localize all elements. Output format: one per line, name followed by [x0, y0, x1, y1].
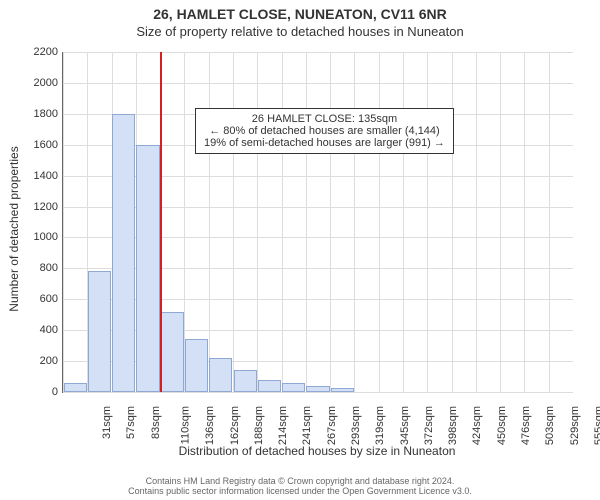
property-marker-line	[160, 52, 162, 392]
x-tick-label: 83sqm	[150, 406, 162, 439]
gridline-v	[63, 52, 64, 392]
y-tick-label: 200	[18, 355, 58, 367]
x-tick-label: 529sqm	[569, 406, 581, 445]
x-tick-label: 424sqm	[472, 406, 484, 445]
y-tick-label: 400	[18, 324, 58, 336]
y-tick-label: 2200	[18, 46, 58, 58]
x-tick-label: 57sqm	[125, 406, 137, 439]
annotation-box: 26 HAMLET CLOSE: 135sqm← 80% of detached…	[195, 108, 454, 154]
x-tick-label: 267sqm	[326, 406, 338, 445]
gridline-v	[282, 52, 283, 392]
histogram-bar	[306, 386, 329, 392]
gridline-v	[476, 52, 477, 392]
gridline-v	[209, 52, 210, 392]
histogram-bar	[258, 380, 281, 392]
footer-line-1: Contains HM Land Registry data © Crown c…	[0, 476, 600, 486]
x-tick-label: 319sqm	[374, 406, 386, 445]
x-tick-label: 555sqm	[593, 406, 600, 445]
histogram-bar	[331, 388, 354, 392]
gridline-v	[524, 52, 525, 392]
x-tick-label: 241sqm	[302, 406, 314, 445]
footer-attribution: Contains HM Land Registry data © Crown c…	[0, 476, 600, 496]
gridline-v	[403, 52, 404, 392]
y-tick-label: 1600	[18, 139, 58, 151]
histogram-bar	[64, 383, 87, 392]
histogram-bar	[185, 339, 208, 392]
histogram-bar	[161, 312, 184, 392]
plot-area: 26 HAMLET CLOSE: 135sqm← 80% of detached…	[62, 52, 573, 393]
x-tick-label: 136sqm	[204, 406, 216, 445]
histogram-bar	[88, 271, 111, 392]
x-tick-label: 188sqm	[253, 406, 265, 445]
gridline-h	[63, 83, 573, 84]
x-tick-label: 503sqm	[544, 406, 556, 445]
x-tick-label: 345sqm	[399, 406, 411, 445]
y-tick-label: 1200	[18, 201, 58, 213]
x-tick-label: 110sqm	[179, 406, 191, 444]
annotation-line: ← 80% of detached houses are smaller (4,…	[204, 125, 445, 137]
annotation-line: 19% of semi-detached houses are larger (…	[204, 137, 445, 149]
gridline-h	[63, 392, 573, 393]
x-tick-label: 293sqm	[350, 406, 362, 445]
histogram-bar	[209, 358, 232, 392]
gridline-v	[257, 52, 258, 392]
histogram-bar	[234, 370, 257, 392]
x-tick-label: 162sqm	[229, 406, 241, 445]
gridline-v	[330, 52, 331, 392]
x-tick-label: 450sqm	[496, 406, 508, 445]
gridline-v	[427, 52, 428, 392]
gridline-v	[354, 52, 355, 392]
gridline-v	[379, 52, 380, 392]
gridline-h	[63, 52, 573, 53]
histogram-bar	[112, 114, 135, 392]
gridline-v	[452, 52, 453, 392]
x-tick-label: 372sqm	[423, 406, 435, 445]
y-tick-label: 1400	[18, 170, 58, 182]
x-tick-label: 398sqm	[447, 406, 459, 445]
x-tick-label: 214sqm	[277, 406, 289, 445]
footer-line-2: Contains public sector information licen…	[0, 486, 600, 496]
y-tick-label: 800	[18, 262, 58, 274]
y-tick-label: 1800	[18, 108, 58, 120]
x-axis-title: Distribution of detached houses by size …	[62, 444, 572, 458]
chart-subtitle: Size of property relative to detached ho…	[0, 22, 600, 39]
gridline-v	[233, 52, 234, 392]
chart-title: 26, HAMLET CLOSE, NUNEATON, CV11 6NR	[0, 0, 600, 22]
y-tick-label: 600	[18, 293, 58, 305]
histogram-bar	[282, 383, 305, 392]
y-tick-label: 1000	[18, 231, 58, 243]
chart-container: 26, HAMLET CLOSE, NUNEATON, CV11 6NR Siz…	[0, 0, 600, 500]
y-tick-label: 2000	[18, 77, 58, 89]
y-axis-title: Number of detached properties	[7, 59, 21, 399]
y-tick-label: 0	[18, 386, 58, 398]
gridline-v	[549, 52, 550, 392]
gridline-v	[306, 52, 307, 392]
x-tick-label: 31sqm	[101, 406, 113, 439]
x-tick-label: 476sqm	[520, 406, 532, 445]
annotation-line: 26 HAMLET CLOSE: 135sqm	[204, 113, 445, 125]
histogram-bar	[136, 145, 159, 392]
gridline-v	[500, 52, 501, 392]
